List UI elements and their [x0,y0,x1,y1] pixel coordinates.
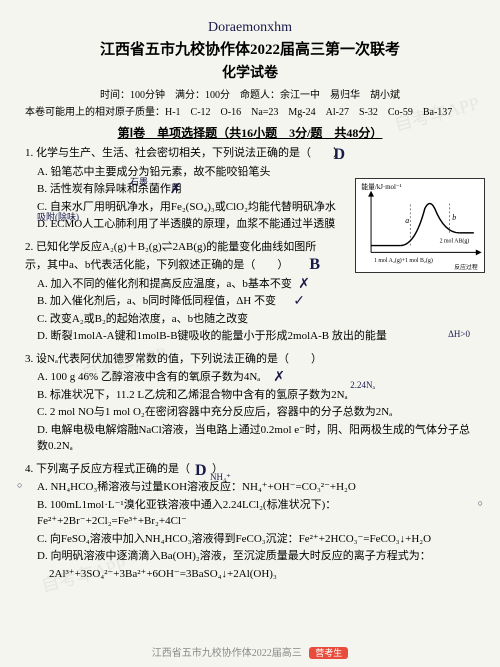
question-4: 4. 下列离子反应方程式正确的是（ ） D ○ A. NH₄HCO₃稀溶液与过量… [25,461,475,583]
q3-note-b: 2.24Nₐ [350,379,375,393]
q2-note-d: ΔH>0 [448,328,470,342]
footer-badge: 营考生 [309,647,348,659]
q2-option-a: A. 加入不同的催化剂和提高反应温度，a、b基本不变 ✗ [25,276,335,293]
handwritten-header: Doraemonxhm [25,20,475,36]
q2-text2: 示，其中a、b代表活化能，下列叙述正确的是（ ） B [25,257,335,274]
q3-option-c: C. 2 mol NO与1 mol O₂在密闭容器中充分反应后，容器中的分子总数… [25,404,475,421]
q4-text: 4. 下列离子反应方程式正确的是（ ） D [25,461,475,478]
q2-option-b: B. 加入催化剂后，a、b同时降低同程值，ΔH 不变 ✓ [25,293,335,310]
cross-icon: ✗ [170,179,182,200]
q4-option-d2: 2Al³⁺+3SO₄²⁻+3Ba²⁺+6OH⁻=3BaSO₄↓+2Al(OH)₃ [25,566,475,583]
q4-note-a: NH₄⁺ [210,471,231,485]
q3-option-b: B. 标准状况下，11.2 L乙烷和乙烯混合物中含有的氢原子数为2Nₐ 2.24… [25,387,475,404]
chart-label-a: a [405,216,409,225]
q3-option-a: A. 100 g 46% 乙醇溶液中含有的氧原子数为4Nₐ ✗ [25,369,475,386]
main-title: 江西省五市九校协作体2022届高三第一次联考 [25,38,475,59]
chart-xlabel: 反应过程 [454,263,478,271]
footer-text: 江西省五市九校协作体2022届高三 [152,648,302,659]
q4-option-a: ○ A. NH₄HCO₃稀溶液与过量KOH溶液反应：NH₄⁺+OH⁻=CO₃²⁻… [25,479,475,496]
question-3: 3. 设Nₐ代表阿伏加德罗常数的值，下列说法正确的是（ ） A. 100 g 4… [25,351,475,455]
q4-option-c: C. 向FeSO₄溶液中加入NH₄HCO₃溶液得到FeCO₃沉淀：Fe²⁺+2H… [25,531,475,548]
meta-info-1: 时间：100分钟 满分：100分 命题人：余江一中 易归华 胡小斌 [25,86,475,101]
arrow-icon [476,249,482,255]
meta-info-2: 本卷可能用上的相对原子质量：H-1 C-12 O-16 Na=23 Mg-24 … [25,103,475,118]
chart-svg: 能量/kJ·mol⁻¹ a b 2 mol AB(g) 1 mol A₂(g)+… [356,179,484,272]
q2-option-c: C. 改变A₂或B₂的起始浓度，a、b也随之改变 [25,311,335,328]
q2-answer: B [309,253,320,277]
q2-option-d: D. 断裂1molA-A键和1molB-B键吸收的能量小于形成2molA-B 放… [25,328,465,345]
check-icon: ✓ [293,291,305,312]
q2-text: 2. 已知化学反应A₂(g)＋B₂(g)⇌2AB(g)的能量变化曲线如图所 [25,239,335,256]
circle-icon: ○ [478,497,483,511]
subject-title: 化学试卷 [25,62,475,82]
chart-label-b: b [452,213,456,222]
q4-option-d: D. 向明矾溶液中逐滴滴入Ba(OH)₂溶液，至沉淀质量最大时反应的离子方程式为… [25,548,475,565]
q3-option-d: D. 电解电极电解熔融NaCl溶液，当电路上通过0.2mol e⁻时，阴、阳两极… [25,422,475,455]
q4-option-b: B. 100mL1mol·L⁻¹溴化亚铁溶液中通入2.24LCl₂(标准状况下)… [25,497,475,530]
energy-chart: 能量/kJ·mol⁻¹ a b 2 mol AB(g) 1 mol A₂(g)+… [355,178,485,273]
cross-icon: ✗ [273,367,285,388]
page-footer: 江西省五市九校协作体2022届高三 营考生 [0,644,500,659]
question-2: 2. 已知化学反应A₂(g)＋B₂(g)⇌2AB(g)的能量变化曲线如图所 示，… [25,239,335,345]
chart-right-label: 2 mol AB(g) [440,238,470,245]
q3-text: 3. 设Nₐ代表阿伏加德罗常数的值，下列说法正确的是（ ） [25,351,475,368]
chart-bottom-label: 1 mol A₂(g)+1 mol B₂(g) [374,257,433,264]
chart-ylabel: 能量/kJ·mol⁻¹ [361,182,401,191]
section-1-header: 第Ⅰ卷 单项选择题（共16小题 3分/题 共48分） [25,124,475,141]
q1-text: 1. 化学与生产、生活、社会密切相关，下列说法正确的是（ ） D [25,145,475,162]
arrow-icon [368,191,374,197]
circle-icon: ○ [17,479,22,493]
